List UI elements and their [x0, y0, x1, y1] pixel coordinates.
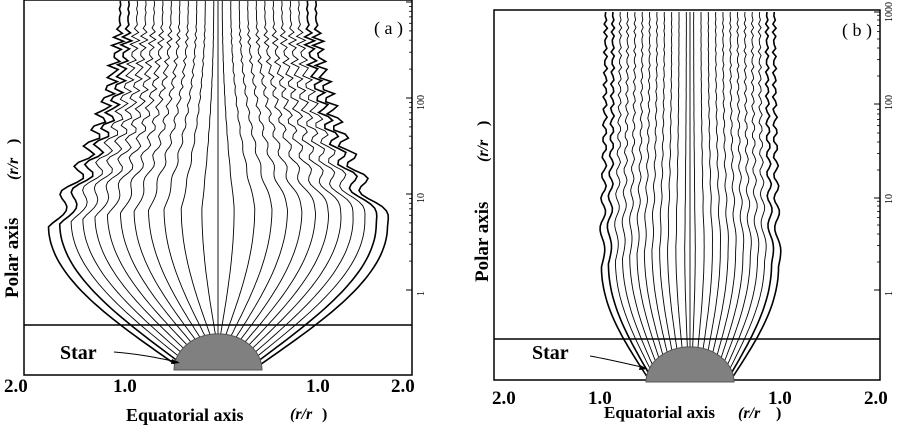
panel-b-streamline [716, 11, 737, 355]
panel-a-xlabel-unit-close: ) [322, 406, 327, 423]
panel-b-ytick-100: 100 [884, 95, 895, 110]
panel-a-star-arrowhead [171, 359, 180, 364]
panel-b-streamline [651, 11, 668, 353]
panel-a-streamline [163, 1, 206, 336]
panel-a-streamline [201, 1, 216, 335]
panel-b-star-arrowhead [639, 365, 648, 370]
panel-a-streamline [148, 0, 201, 338]
panel-b-xtick-right-outer: 2.0 [864, 388, 888, 409]
panel-a-streamline [230, 1, 273, 336]
panel-b-streamline [629, 11, 656, 361]
panel-b-streamline [684, 12, 688, 347]
panel-a-streamline [244, 0, 316, 342]
panel-a-xtick-left-outer: 2.0 [4, 376, 28, 397]
panel-b-streamline [621, 11, 653, 365]
panel-a-ytick-10: 10 [416, 193, 427, 203]
panel-a-streamline [94, 0, 184, 349]
panel-b-ylabel-unit-close: ) [475, 121, 492, 126]
panel-b-streamline [606, 11, 649, 373]
panel-b-streamline [675, 12, 683, 348]
panel-b: ( b ) Star 2.0 1.0 1.0 2.0 Equatorial ax… [472, 2, 895, 422]
panel-a-ylabel-unit-close: ) [5, 139, 22, 144]
panel-b-streamline [667, 11, 678, 349]
panel-a-frame [23, 0, 413, 376]
panel-b-streamline [707, 11, 721, 350]
panel-b-star-disk [645, 346, 735, 383]
panel-b-label: ( b ) [842, 20, 872, 41]
panel-b-streamlines [599, 11, 782, 377]
panel-b-streamline [614, 11, 651, 369]
panel-a-xtick-left-inner: 1.0 [113, 376, 137, 397]
panel-b-frame [493, 9, 881, 381]
panel-b-streamline [731, 11, 775, 373]
panel-b-ytick-10: 10 [884, 194, 895, 204]
panel-a-label: ( a ) [374, 18, 403, 39]
panel-b-streamline [729, 11, 767, 369]
panel-b-streamline [732, 11, 782, 377]
panel-b-streamline [692, 12, 696, 347]
panel-a-streamline [225, 1, 256, 335]
panel-a-streamline [240, 0, 303, 340]
panel-a-xtick-right-outer: 2.0 [391, 376, 415, 397]
panel-a-ylabel-unit: (r/r [5, 157, 22, 180]
panel-b-xlabel-unit: (r/r [738, 405, 761, 422]
panel-a-ytick-100: 100 [416, 95, 427, 110]
panel-a-streamline [107, 0, 188, 345]
panel-b-xtick-left-outer: 2.0 [492, 388, 516, 409]
panel-b-ytick-1: 1 [884, 291, 895, 296]
panel-a-streamline [180, 1, 211, 335]
panel-b-streamline [724, 11, 752, 361]
panel-b-streamline [702, 12, 713, 349]
panel-b-streamline [720, 11, 745, 358]
panel-b-ylabel: Polar axis [472, 202, 493, 282]
panel-b-streamline [636, 11, 660, 358]
panel-a-streamline [220, 1, 235, 335]
panel-b-streamline [712, 11, 729, 353]
panel-b-star-label: Star [532, 342, 569, 364]
panel-b-ylabel-unit: (r/r [475, 139, 492, 162]
panel-a-ytick-1: 1 [416, 291, 427, 296]
panel-a-streamline [260, 0, 390, 365]
panel-a-star-disk [173, 333, 263, 371]
panel-a-streamline [82, 0, 181, 352]
panel-a-streamline [248, 0, 329, 345]
panel-a-streamline [252, 0, 342, 349]
panel-b-ytick-1000: 1000 [884, 2, 895, 22]
panel-a-streamline [255, 0, 354, 352]
panel-a-ylabel: Polar axis [2, 218, 23, 298]
panel-b-streamline [599, 11, 648, 377]
panel-a-star-label: Star [60, 342, 97, 364]
panel-b-streamline [697, 12, 705, 348]
panel-b-xtick-left-inner: 1.0 [588, 388, 612, 409]
panel-a-streamline [259, 0, 378, 361]
panel-b-xtick-right-inner: 1.0 [768, 388, 792, 409]
panel-a-streamline [47, 0, 176, 365]
panel-a-streamline [58, 0, 177, 361]
panel-b-streamline [727, 11, 760, 365]
panel-b-xlabel: Equatorial axis [604, 403, 715, 422]
panel-a: ( a ) Star 2.0 1.0 1.0 2.0 Equatorial ax… [2, 0, 427, 425]
panel-b-streamline [659, 11, 673, 350]
panel-a-streamline [120, 0, 192, 342]
panel-a-xlabel-unit: (r/r [290, 406, 313, 423]
panel-a-streamline [258, 0, 366, 356]
panel-a-xlabel: Equatorial axis [126, 405, 244, 425]
panel-a-streamline [133, 0, 196, 340]
panel-a-streamline [70, 0, 178, 356]
panel-a-xtick-right-inner: 1.0 [306, 376, 330, 397]
panel-b-streamline [643, 11, 664, 355]
panel-b-xlabel-unit-close: ) [776, 405, 781, 422]
panel-a-streamline [235, 0, 288, 338]
panel-a-streamlines [47, 0, 390, 365]
